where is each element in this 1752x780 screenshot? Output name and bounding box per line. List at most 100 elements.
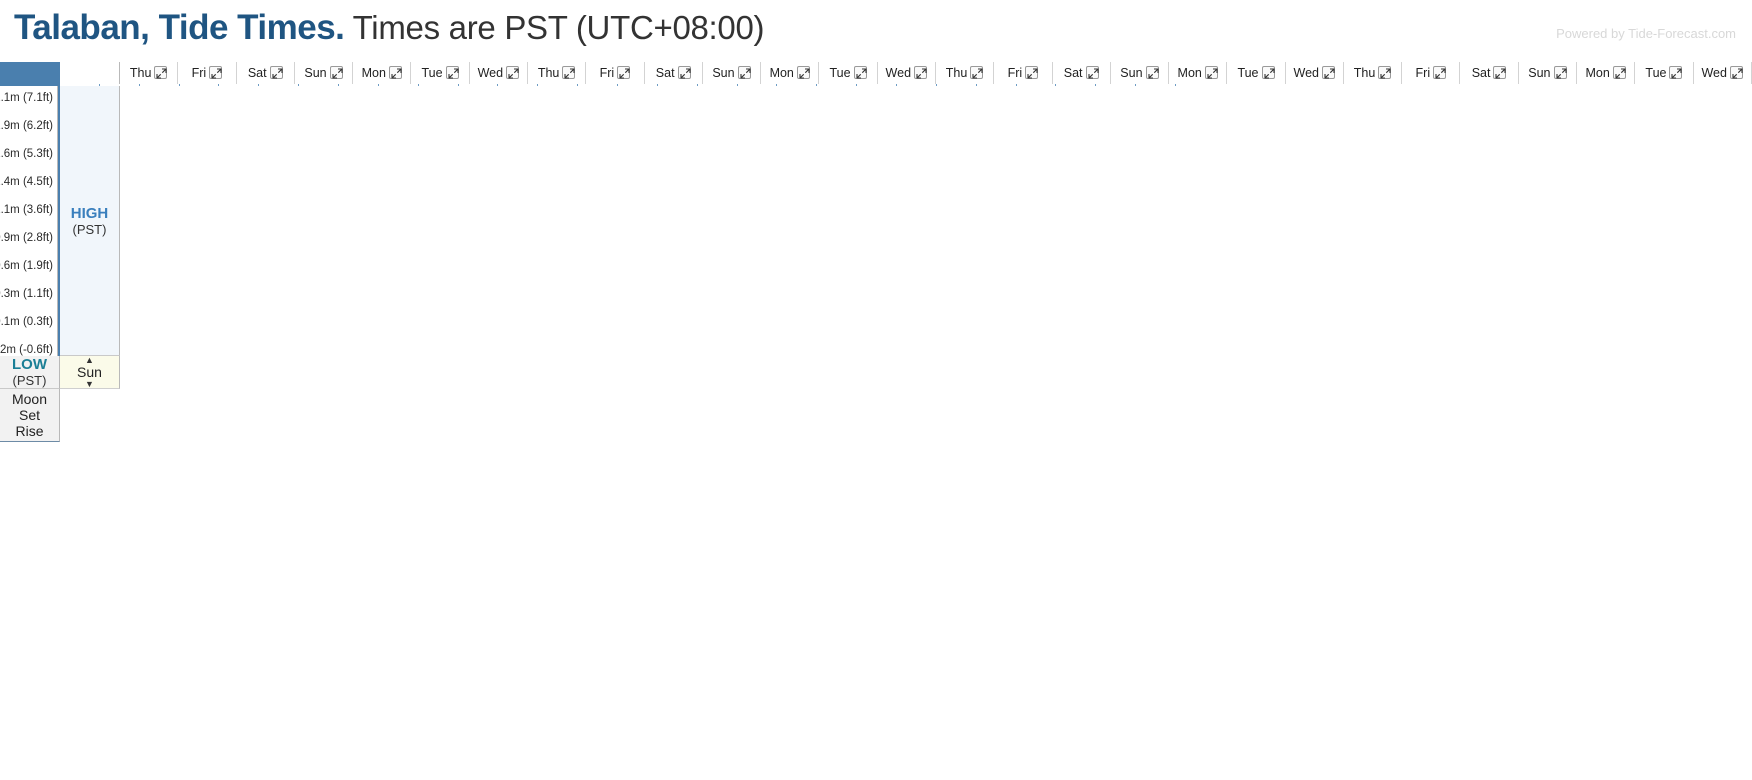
weekday-label: Mon: [769, 66, 794, 80]
weekday-label: Mon: [1585, 66, 1610, 80]
expand-icon[interactable]: [445, 66, 459, 79]
y-axis-tick: 1.6m (5.3ft): [0, 148, 53, 160]
expand-icon[interactable]: [1085, 66, 1099, 79]
sun-band: ▲ Sun ▼: [60, 356, 1752, 389]
weekday-label: Thu: [945, 66, 968, 80]
expand-icon[interactable]: [506, 66, 520, 79]
weekday-label: Wed: [1293, 66, 1319, 80]
weekday-cell[interactable]: Thu: [120, 62, 179, 84]
weekday-cell[interactable]: Fri: [586, 62, 645, 84]
expand-icon[interactable]: [970, 66, 984, 79]
weekday-cell[interactable]: Sun: [1519, 62, 1578, 84]
expand-icon[interactable]: [154, 66, 168, 79]
weekday-cell[interactable]: Mon: [1577, 62, 1636, 84]
y-axis-tick: 1.1m (3.6ft): [0, 204, 53, 216]
timezone-title: Times are PST (UTC+08:00): [344, 9, 765, 46]
high-tide-label: HIGH (PST): [60, 86, 120, 356]
weekday-cell[interactable]: Wed: [878, 62, 936, 84]
expand-icon[interactable]: [1145, 66, 1159, 79]
expand-icon[interactable]: [562, 66, 576, 79]
expand-icon[interactable]: [1669, 66, 1683, 79]
low-tide-band: LOW (PST): [0, 356, 60, 389]
expand-icon[interactable]: [617, 66, 631, 79]
weekday-label: Thu: [1353, 66, 1376, 80]
weekday-cell[interactable]: Wed: [1286, 62, 1344, 84]
expand-icon[interactable]: [388, 66, 402, 79]
weekday-label: Wed: [477, 66, 504, 80]
weekday-cell[interactable]: Sat: [645, 62, 703, 84]
expand-icon[interactable]: [1322, 66, 1335, 79]
weekday-cell[interactable]: Sun: [703, 62, 762, 84]
weekday-cell[interactable]: Sat: [237, 62, 295, 84]
weekday-cell[interactable]: Fri: [178, 62, 237, 84]
tide-chart-plot[interactable]: [58, 86, 60, 356]
moon-band: Moon Set Rise: [0, 389, 60, 442]
moonrise-label-text: Rise: [15, 423, 44, 439]
weekday-label: Wed: [1701, 66, 1727, 80]
expand-icon[interactable]: [853, 66, 867, 79]
page-header: Talaban, Tide Times. Times are PST (UTC+…: [0, 0, 1752, 62]
weekday-cell[interactable]: Wed: [1694, 62, 1752, 84]
weekday-cell[interactable]: Mon: [761, 62, 820, 84]
expand-icon[interactable]: [1729, 66, 1743, 79]
sun-label: ▲ Sun ▼: [60, 356, 120, 389]
weekday-cell[interactable]: Fri: [994, 62, 1053, 84]
low-label-tz: (PST): [12, 373, 47, 388]
weekday-cell[interactable]: Mon: [353, 62, 412, 84]
weekday-label: Mon: [1177, 66, 1202, 80]
expand-icon[interactable]: [209, 66, 223, 79]
weekday-cell[interactable]: Sat: [1053, 62, 1111, 84]
weekday-label: Sat: [655, 66, 675, 80]
weekday-cell[interactable]: Mon: [1169, 62, 1228, 84]
moonset-label-text: Set: [18, 407, 40, 423]
weekday-label: Sat: [1063, 66, 1083, 80]
weekday-cell[interactable]: Tue: [1635, 62, 1694, 84]
chart-y-axis: 2.1m (7.1ft) 1.9m (6.2ft) 1.6m (5.3ft) 1.4m…: [0, 86, 58, 356]
footer-watermarks: [0, 442, 1752, 464]
expand-icon[interactable]: [737, 66, 751, 79]
weekday-label: Sat: [247, 66, 267, 80]
weekday-label: Sun: [1120, 66, 1143, 80]
high-label-text: HIGH: [70, 204, 109, 222]
expand-icon[interactable]: [1553, 66, 1567, 79]
weekday-cell[interactable]: Tue: [411, 62, 470, 84]
location-title: Talaban, Tide Times.: [14, 8, 345, 47]
weekday-cell[interactable]: Thu: [1344, 62, 1403, 84]
y-axis-tick: 1.9m (6.2ft): [0, 120, 53, 132]
weekday-cell[interactable]: Thu: [936, 62, 995, 84]
weekday-cell[interactable]: Sun: [1111, 62, 1170, 84]
expand-icon[interactable]: [1612, 66, 1626, 79]
expand-icon[interactable]: [1378, 66, 1392, 79]
y-axis-tick: -0.2m (-0.6ft): [0, 344, 53, 356]
expand-icon[interactable]: [1025, 66, 1039, 79]
weekday-cell[interactable]: Fri: [1402, 62, 1461, 84]
expand-icon[interactable]: [1493, 66, 1507, 79]
y-axis-tick: 0.3m (1.1ft): [0, 288, 53, 300]
expand-icon[interactable]: [329, 66, 343, 79]
weekday-cell[interactable]: Sun: [295, 62, 354, 84]
weekday-cell[interactable]: Tue: [819, 62, 878, 84]
date-header-row: 18 Dec19 Dec20 Dec21 Dec22 Dec23 Dec24 D…: [0, 62, 1177, 86]
y-axis-tick: 0.6m (1.9ft): [0, 260, 53, 272]
weekday-label: Fri: [1415, 66, 1431, 80]
weekday-label: Fri: [599, 66, 615, 80]
y-axis-tick: 2.1m (7.1ft): [0, 92, 53, 104]
expand-icon[interactable]: [914, 66, 928, 79]
page-title: Talaban, Tide Times. Times are PST (UTC+…: [14, 8, 1752, 48]
expand-icon[interactable]: [1204, 66, 1218, 79]
expand-icon[interactable]: [677, 66, 691, 79]
weekday-cell[interactable]: Thu: [528, 62, 587, 84]
weekday-cells: Thu Fri Sat Sun Mon Tue Wed Thu Fri Sat Sun Mon Tue W…: [120, 62, 1752, 84]
weekday-label: Tue: [1237, 66, 1259, 80]
expand-icon[interactable]: [796, 66, 810, 79]
weekday-label: Fri: [191, 66, 207, 80]
weekday-cell[interactable]: Sat: [1460, 62, 1519, 84]
high-tide-cells: [120, 86, 1752, 356]
weekday-cell[interactable]: Wed: [470, 62, 528, 84]
moon-label-text: Moon: [11, 391, 48, 407]
expand-icon[interactable]: [1433, 66, 1447, 79]
weekday-cell[interactable]: Tue: [1227, 62, 1286, 84]
expand-icon[interactable]: [269, 66, 283, 79]
expand-icon[interactable]: [1261, 66, 1275, 79]
weekday-label: Tue: [1645, 66, 1667, 80]
